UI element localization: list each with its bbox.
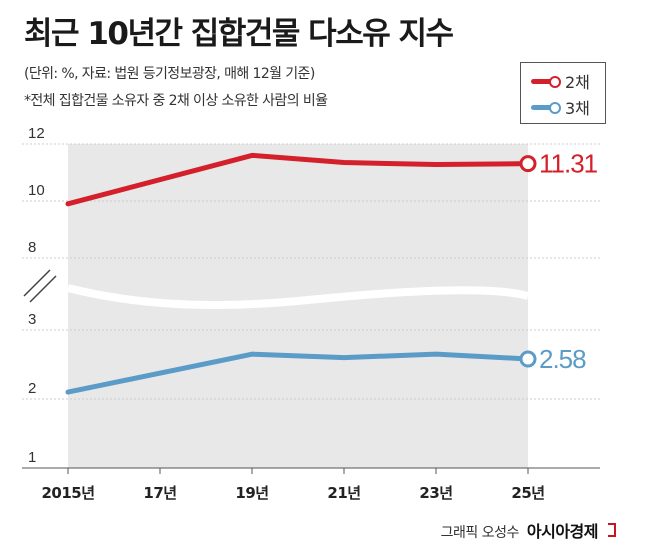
brand-mark-icon [608,523,616,537]
x-tick-label: 21년 [327,484,360,502]
y-tick-label: 1 [28,449,36,466]
credit: 그래픽 오성수 아시아경제 [441,518,616,542]
legend-swatch-2 [531,74,561,88]
chart-subtitle: (단위: %, 자료: 법원 등기정보광장, 매해 12월 기준) [24,66,315,82]
series-line [65,152,531,207]
legend-label-3: 3채 [565,99,590,118]
axis-break-slash [29,275,57,303]
y-tick-label: 10 [28,182,45,199]
x-tick-label: 25년 [511,484,544,502]
y-tick-label: 8 [28,239,36,256]
chart-note: *전체 집합건물 소유자 중 2채 이상 소유한 사람의 비율 [24,93,328,109]
series-line [65,351,531,395]
x-tick-label: 19년 [235,484,268,502]
x-tick-label: 2015년 [41,484,94,502]
chart-title: 최근 10년간 집합건물 다소유 지수 [24,16,454,52]
series-end-point [519,155,537,173]
series-end-label: 2.58 [539,344,586,374]
axis-break-wave [67,284,530,309]
legend: 2채 3채 [520,62,606,124]
brand-logo: 아시아경제 [526,522,599,541]
y-tick-label: 3 [28,311,36,328]
series-end-point [519,350,537,368]
legend-item-3: 3채 [531,97,590,118]
series-end-label: 11.31 [539,149,598,179]
legend-label-2: 2채 [565,73,590,92]
plot-background [68,144,528,468]
y-tick-label: 12 [28,125,45,142]
y-tick-label: 2 [28,380,36,397]
axis-break-slash [23,269,51,297]
graphic-credit: 그래픽 오성수 [440,525,520,541]
legend-item-2: 2채 [531,71,590,92]
x-tick-label: 17년 [143,484,176,502]
legend-swatch-3 [531,100,561,114]
x-tick-label: 23년 [419,484,452,502]
